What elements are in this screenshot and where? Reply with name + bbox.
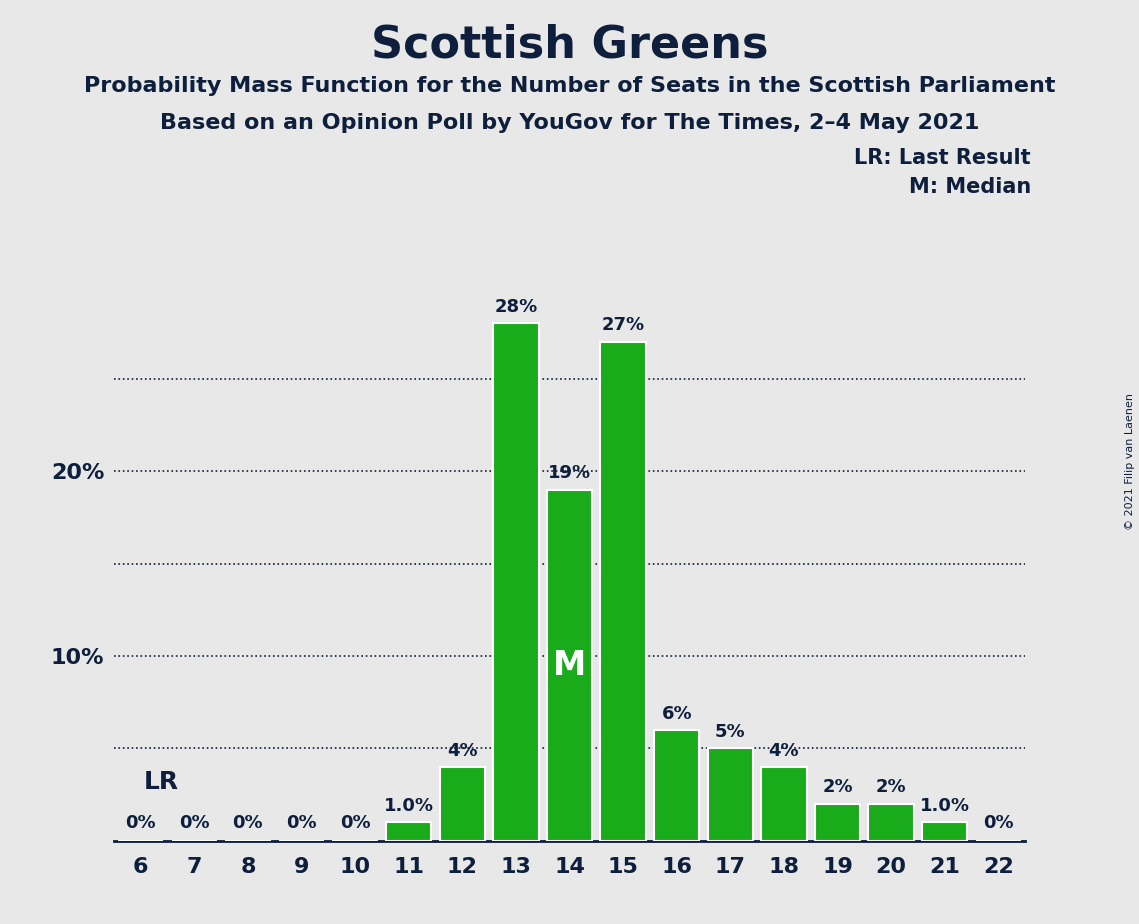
Text: 2%: 2%	[876, 779, 907, 796]
Text: 28%: 28%	[494, 298, 538, 316]
Bar	[654, 730, 699, 841]
Text: 6%: 6%	[662, 705, 693, 723]
Text: 0%: 0%	[339, 814, 370, 832]
Text: 1.0%: 1.0%	[384, 797, 434, 815]
Text: Based on an Opinion Poll by YouGov for The Times, 2–4 May 2021: Based on an Opinion Poll by YouGov for T…	[159, 113, 980, 133]
Bar	[868, 804, 913, 841]
Bar	[921, 822, 967, 841]
Text: M: M	[552, 649, 587, 682]
Bar	[814, 804, 860, 841]
Text: 4%: 4%	[769, 742, 800, 760]
Text: 0%: 0%	[179, 814, 210, 832]
Text: © 2021 Filip van Laenen: © 2021 Filip van Laenen	[1125, 394, 1134, 530]
Text: LR: Last Result: LR: Last Result	[854, 148, 1031, 168]
Bar	[547, 490, 592, 841]
Bar	[440, 767, 485, 841]
Bar	[386, 822, 432, 841]
Text: 1.0%: 1.0%	[919, 797, 969, 815]
Text: M: Median: M: Median	[909, 177, 1031, 198]
Text: 19%: 19%	[548, 465, 591, 482]
Text: 27%: 27%	[601, 317, 645, 334]
Text: 0%: 0%	[125, 814, 156, 832]
Text: 0%: 0%	[983, 814, 1014, 832]
Text: 5%: 5%	[715, 723, 746, 741]
Bar	[761, 767, 806, 841]
Text: 4%: 4%	[446, 742, 477, 760]
Text: 2%: 2%	[822, 779, 853, 796]
Text: Scottish Greens: Scottish Greens	[371, 23, 768, 67]
Text: 0%: 0%	[232, 814, 263, 832]
Bar	[707, 748, 753, 841]
Bar	[600, 342, 646, 841]
Text: 0%: 0%	[286, 814, 317, 832]
Bar	[493, 323, 539, 841]
Text: LR: LR	[144, 770, 179, 794]
Text: Probability Mass Function for the Number of Seats in the Scottish Parliament: Probability Mass Function for the Number…	[84, 76, 1055, 96]
